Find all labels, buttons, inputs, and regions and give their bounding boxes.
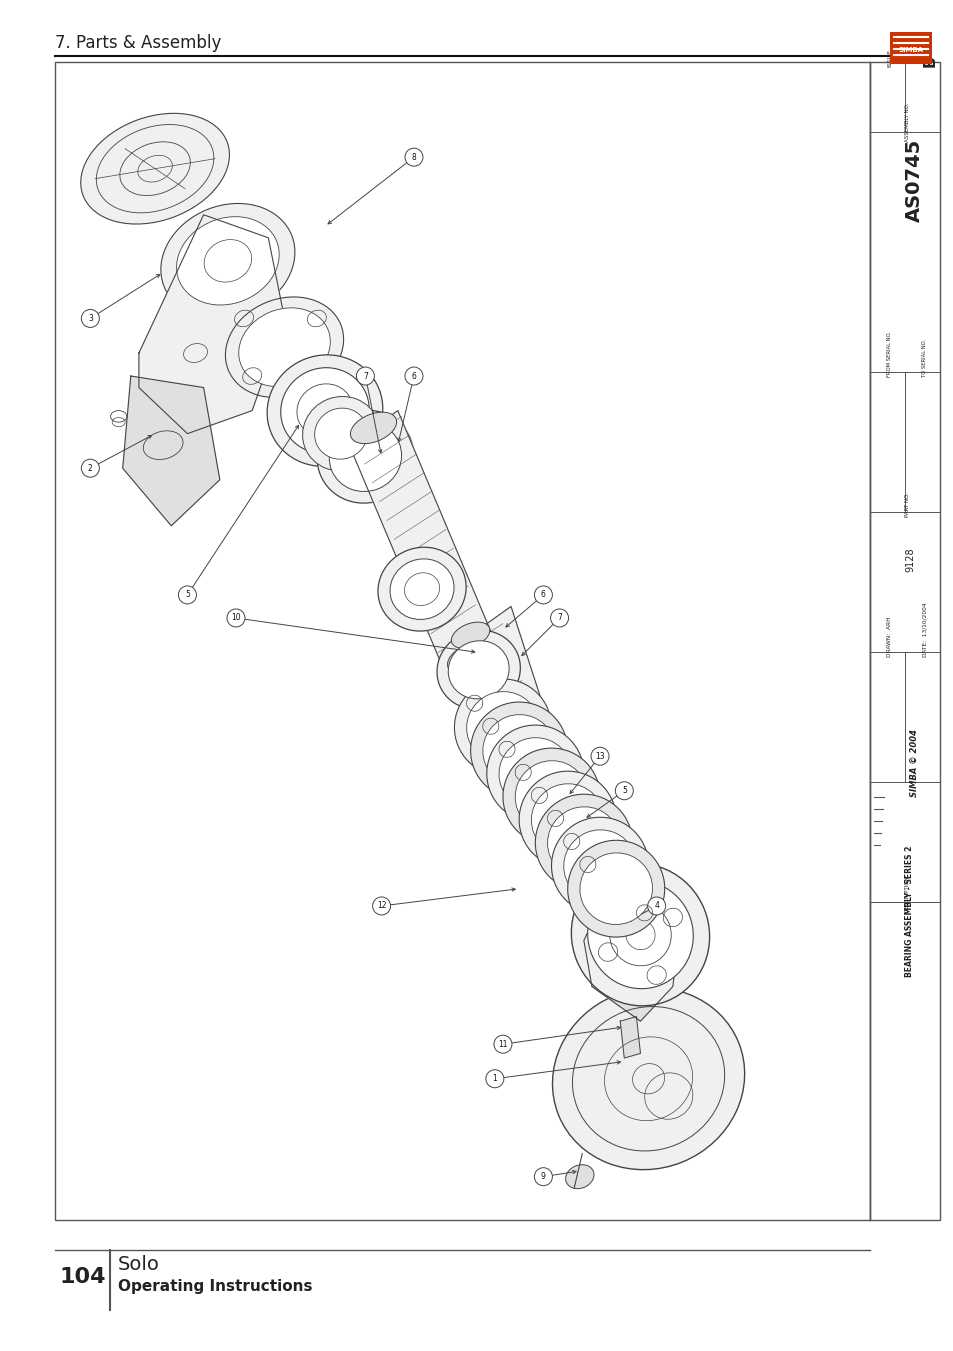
Ellipse shape bbox=[466, 692, 538, 763]
Text: DATE:  13/10/2004: DATE: 13/10/2004 bbox=[922, 603, 926, 657]
Ellipse shape bbox=[280, 367, 369, 454]
Ellipse shape bbox=[390, 559, 454, 620]
Polygon shape bbox=[123, 376, 219, 526]
Text: 10: 10 bbox=[231, 613, 240, 623]
Ellipse shape bbox=[81, 113, 230, 224]
Circle shape bbox=[534, 1167, 552, 1186]
Ellipse shape bbox=[563, 830, 636, 901]
Ellipse shape bbox=[498, 738, 571, 809]
Circle shape bbox=[404, 367, 422, 385]
Text: 8: 8 bbox=[411, 153, 416, 162]
Text: 7. Parts & Assembly: 7. Parts & Assembly bbox=[55, 34, 221, 51]
Ellipse shape bbox=[436, 630, 519, 709]
Ellipse shape bbox=[176, 216, 279, 305]
Circle shape bbox=[550, 609, 568, 627]
Text: 9: 9 bbox=[540, 1173, 545, 1181]
Ellipse shape bbox=[552, 988, 744, 1170]
Text: 1: 1 bbox=[492, 1074, 497, 1084]
Ellipse shape bbox=[515, 761, 587, 832]
Ellipse shape bbox=[531, 784, 603, 855]
Text: 104: 104 bbox=[60, 1267, 107, 1288]
Ellipse shape bbox=[499, 748, 537, 775]
Ellipse shape bbox=[486, 725, 583, 821]
Ellipse shape bbox=[350, 412, 396, 443]
Text: ISSUE: ISSUE bbox=[886, 49, 892, 68]
Text: 13: 13 bbox=[595, 751, 604, 761]
Text: 6: 6 bbox=[411, 372, 416, 381]
Ellipse shape bbox=[502, 748, 599, 844]
Text: 7: 7 bbox=[362, 372, 368, 381]
Circle shape bbox=[534, 586, 552, 604]
Text: 11: 11 bbox=[497, 1040, 507, 1048]
Text: ASSEMBLY NO.: ASSEMBLY NO. bbox=[904, 103, 909, 142]
Text: BEARING ASSEMBLY - SERIES 2: BEARING ASSEMBLY - SERIES 2 bbox=[904, 846, 913, 977]
Circle shape bbox=[178, 586, 196, 604]
Text: SIMBA © 2004: SIMBA © 2004 bbox=[909, 730, 918, 797]
Ellipse shape bbox=[587, 881, 693, 989]
Ellipse shape bbox=[314, 408, 367, 459]
Ellipse shape bbox=[238, 308, 330, 386]
Ellipse shape bbox=[551, 817, 648, 915]
Ellipse shape bbox=[377, 547, 466, 631]
Text: AS0745: AS0745 bbox=[904, 139, 923, 222]
Polygon shape bbox=[619, 1016, 639, 1058]
Ellipse shape bbox=[547, 807, 619, 878]
Circle shape bbox=[81, 459, 99, 477]
Circle shape bbox=[591, 747, 608, 765]
Circle shape bbox=[404, 149, 422, 166]
Text: TO SERIAL NO.: TO SERIAL NO. bbox=[922, 339, 926, 377]
Bar bbox=[55, 62, 869, 1220]
Ellipse shape bbox=[518, 771, 616, 867]
Bar bbox=[889, 32, 931, 63]
Ellipse shape bbox=[161, 204, 294, 319]
Text: 5: 5 bbox=[621, 786, 626, 796]
Circle shape bbox=[356, 367, 374, 385]
Text: 2: 2 bbox=[88, 463, 92, 473]
Ellipse shape bbox=[329, 422, 401, 492]
Text: PART NO.: PART NO. bbox=[904, 492, 909, 517]
Text: Solo: Solo bbox=[118, 1255, 160, 1274]
Ellipse shape bbox=[451, 623, 489, 648]
Ellipse shape bbox=[565, 1165, 594, 1189]
Ellipse shape bbox=[567, 840, 664, 938]
Circle shape bbox=[227, 609, 245, 627]
Circle shape bbox=[647, 897, 665, 915]
Text: 12: 12 bbox=[376, 901, 386, 911]
Ellipse shape bbox=[535, 794, 632, 892]
Circle shape bbox=[615, 782, 633, 800]
Ellipse shape bbox=[470, 703, 567, 798]
Text: 6: 6 bbox=[540, 590, 545, 600]
Text: 9128: 9128 bbox=[904, 547, 914, 571]
Polygon shape bbox=[349, 411, 495, 676]
Ellipse shape bbox=[447, 643, 493, 674]
Text: B: B bbox=[922, 55, 937, 68]
Polygon shape bbox=[583, 871, 680, 1021]
Ellipse shape bbox=[448, 640, 509, 698]
Text: SIMBA: SIMBA bbox=[898, 47, 923, 53]
Circle shape bbox=[81, 309, 99, 327]
Ellipse shape bbox=[579, 852, 652, 924]
Text: FROM SERIAL NO.: FROM SERIAL NO. bbox=[886, 331, 892, 377]
Polygon shape bbox=[462, 607, 559, 790]
Text: 3: 3 bbox=[88, 313, 92, 323]
Circle shape bbox=[494, 1035, 512, 1054]
Bar bbox=[869, 62, 939, 1220]
Text: 4: 4 bbox=[654, 901, 659, 911]
Polygon shape bbox=[139, 215, 284, 434]
Ellipse shape bbox=[267, 355, 382, 466]
Ellipse shape bbox=[302, 396, 379, 470]
Text: Operating Instructions: Operating Instructions bbox=[118, 1279, 313, 1294]
Ellipse shape bbox=[482, 715, 555, 786]
Text: DRAWN:  ARH: DRAWN: ARH bbox=[886, 616, 892, 657]
Circle shape bbox=[485, 1070, 503, 1088]
Ellipse shape bbox=[317, 411, 414, 503]
Ellipse shape bbox=[225, 297, 343, 397]
Ellipse shape bbox=[571, 863, 709, 1005]
Text: 5: 5 bbox=[185, 590, 190, 600]
Circle shape bbox=[373, 897, 390, 915]
Ellipse shape bbox=[454, 680, 551, 775]
Text: DESCRIPTION:: DESCRIPTION: bbox=[904, 873, 909, 912]
Text: 7: 7 bbox=[557, 613, 561, 623]
